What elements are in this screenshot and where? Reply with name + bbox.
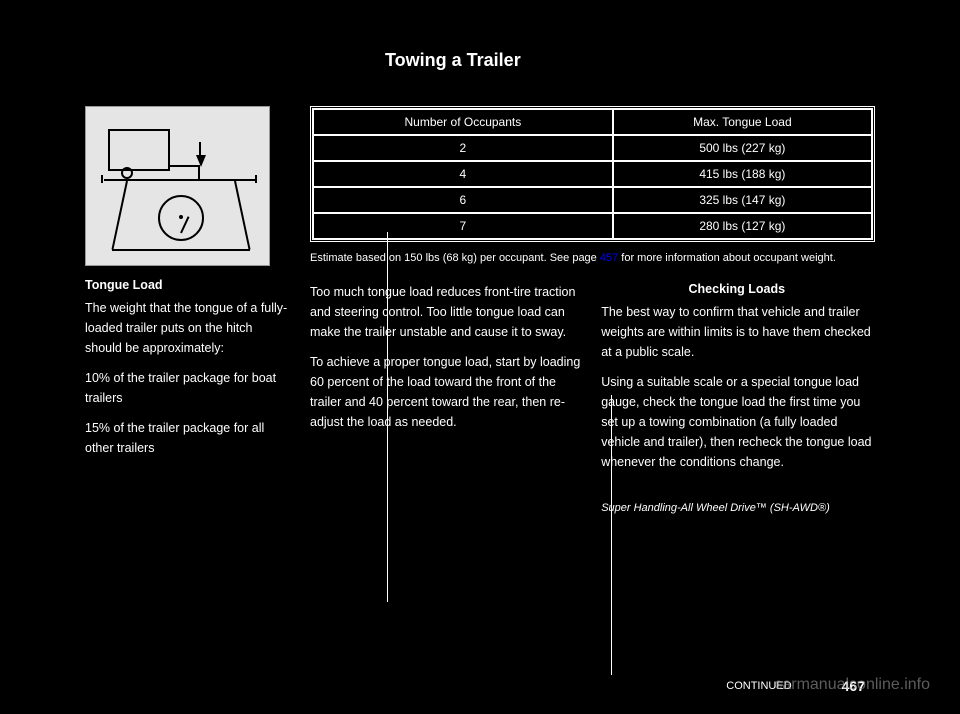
watermark: carmanualsonline.info	[774, 676, 930, 694]
table-cell: 2	[313, 135, 613, 161]
table-cell: 6	[313, 187, 613, 213]
table-header: Max. Tongue Load	[613, 109, 872, 135]
column-divider	[387, 232, 388, 602]
column-divider	[611, 395, 612, 675]
table-cell: 500 lbs (227 kg)	[613, 135, 872, 161]
body-text: 10% of the trailer package for boat trai…	[85, 368, 290, 408]
tongue-load-illustration	[85, 106, 270, 266]
table-cell: 415 lbs (188 kg)	[613, 161, 872, 187]
tongue-load-table: Number of Occupants Max. Tongue Load 2 5…	[310, 106, 875, 242]
body-text: To achieve a proper tongue load, start b…	[310, 352, 581, 432]
section-heading: Checking Loads	[601, 282, 872, 296]
table-cell: 280 lbs (127 kg)	[613, 213, 872, 239]
table-cell: 4	[313, 161, 613, 187]
trademark-text: Super Handling-All Wheel Drive™ (SH-AWD®…	[601, 502, 872, 514]
body-text: Using a suitable scale or a special tong…	[601, 372, 872, 472]
body-text: Too much tongue load reduces front-tire …	[310, 282, 581, 342]
tongue-load-heading: Tongue Load	[85, 278, 290, 292]
body-text: The best way to confirm that vehicle and…	[601, 302, 872, 362]
body-text: 15% of the trailer package for all other…	[85, 418, 290, 458]
page-reference-link[interactable]: 457	[600, 252, 618, 264]
table-cell: 325 lbs (147 kg)	[613, 187, 872, 213]
body-text: The weight that the tongue of a fully-lo…	[85, 298, 290, 358]
table-header: Number of Occupants	[313, 109, 613, 135]
table-note: Estimate based on 150 lbs (68 kg) per oc…	[310, 250, 875, 267]
table-cell: 7	[313, 213, 613, 239]
page-title: Towing a Trailer	[385, 50, 875, 71]
